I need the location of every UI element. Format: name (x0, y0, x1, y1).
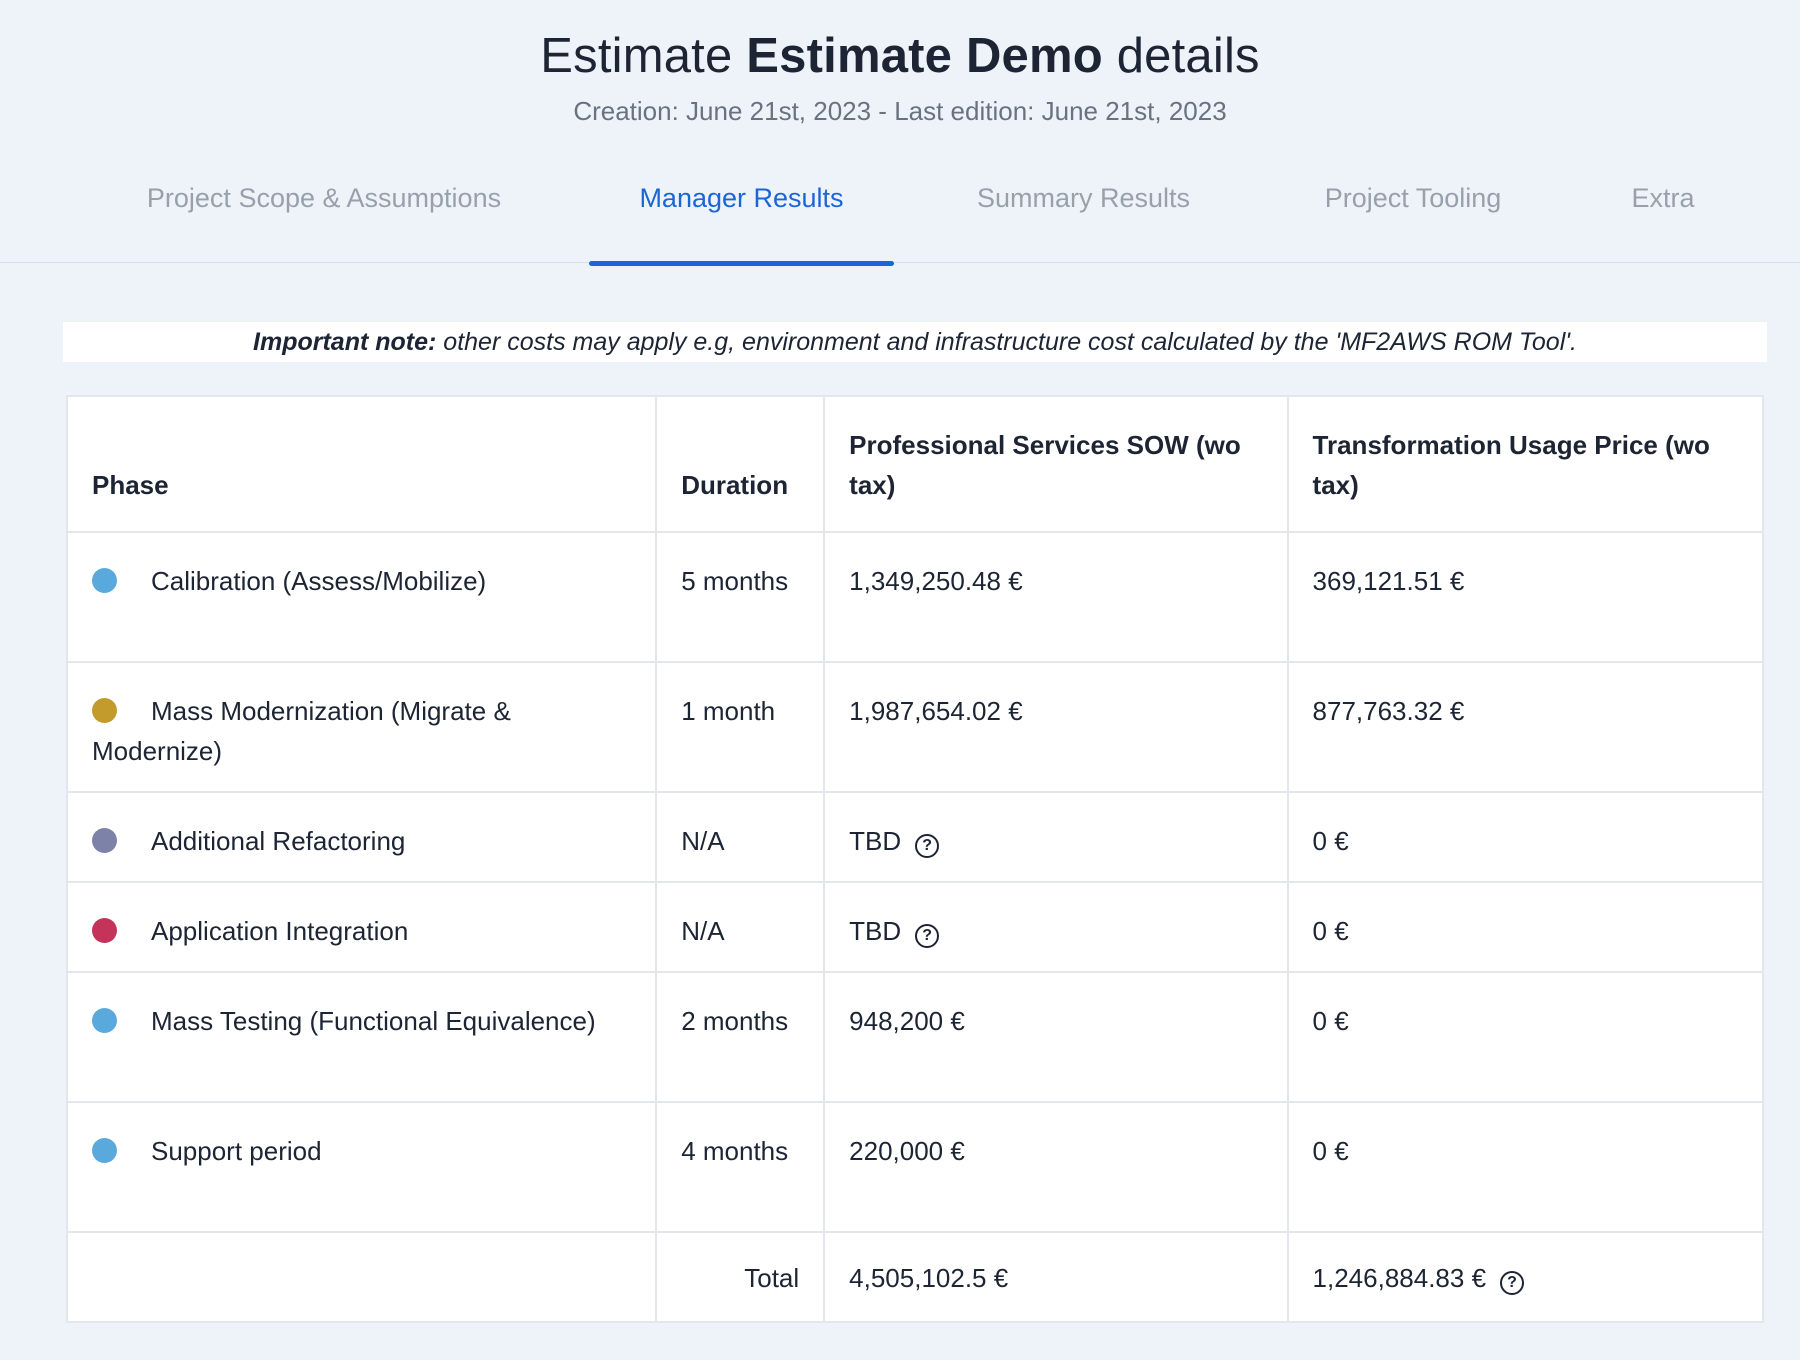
duration-cell: 2 months (655, 971, 826, 1103)
phase-name: Application Integration (151, 916, 409, 946)
note-label: Important note: (253, 328, 437, 356)
phase-color-dot (92, 828, 117, 853)
note-text: other costs may apply e.g, environment a… (443, 328, 1577, 356)
usage-cell: 0 € (1286, 791, 1765, 883)
sow-cell: 948,200 € (823, 971, 1289, 1103)
question-circle-icon[interactable]: ? (915, 834, 940, 858)
phase-cell: Mass Modernization (Migrate & Modernize) (65, 661, 658, 793)
duration-cell: N/A (655, 791, 826, 883)
important-note: Important note: other costs may apply e.… (63, 322, 1767, 362)
duration-cell: 1 month (655, 661, 826, 793)
phase-cell: Calibration (Assess/Mobilize) (65, 531, 658, 663)
phase-cell: Support period (65, 1101, 658, 1233)
table-row: Calibration (Assess/Mobilize) 5 months 1… (65, 531, 1765, 663)
total-usage-cell: 1,246,884.83 €? (1286, 1231, 1765, 1323)
phase-name: Calibration (Assess/Mobilize) (151, 566, 487, 596)
usage-cell: 0 € (1286, 971, 1765, 1103)
phase-color-dot (92, 918, 117, 943)
phase-color-dot (92, 568, 117, 593)
sow-cell: 220,000 € (823, 1101, 1289, 1233)
table-row: Application Integration N/A TBD? 0 € (65, 881, 1765, 973)
phase-cell: Mass Testing (Functional Equivalence) (65, 971, 658, 1103)
phase-color-dot (92, 698, 117, 723)
results-table: Phase Duration Professional Services SOW… (65, 395, 1765, 1323)
phase-color-dot (92, 1008, 117, 1033)
total-label: Total (655, 1231, 826, 1323)
tab-project-tooling[interactable]: Project Tooling (1324, 183, 1502, 213)
usage-cell: 0 € (1286, 1101, 1765, 1233)
phase-name: Support period (151, 1136, 322, 1166)
tab-project-scope[interactable]: Project Scope & Assumptions (146, 183, 502, 213)
total-empty-cell (65, 1231, 658, 1323)
tab-summary-results[interactable]: Summary Results (976, 183, 1191, 213)
header-duration: Duration (655, 395, 826, 533)
table-row: Mass Modernization (Migrate & Modernize)… (65, 661, 1765, 793)
sow-cell: 1,349,250.48 € (823, 531, 1289, 663)
sow-cell: TBD? (823, 791, 1289, 883)
usage-cell: 877,763.32 € (1286, 661, 1765, 793)
table-header-row: Phase Duration Professional Services SOW… (65, 395, 1765, 533)
question-circle-icon[interactable]: ? (1500, 1271, 1525, 1295)
phase-cell: Application Integration (65, 881, 658, 973)
tab-manager-results[interactable]: Manager Results (589, 175, 894, 266)
total-usage: 1,246,884.83 € (1312, 1263, 1487, 1293)
table-row: Additional Refactoring N/A TBD? 0 € (65, 791, 1765, 883)
total-sow: 4,505,102.5 € (823, 1231, 1289, 1323)
duration-cell: N/A (655, 881, 826, 973)
phase-name: Additional Refactoring (151, 826, 406, 856)
usage-cell: 0 € (1286, 881, 1765, 973)
page-header: Estimate Estimate Demo details Creation:… (0, 0, 1800, 127)
table-row: Mass Testing (Functional Equivalence) 2 … (65, 971, 1765, 1103)
question-circle-icon[interactable]: ? (915, 924, 940, 948)
estimate-name: Estimate Demo (746, 29, 1103, 83)
duration-cell: 4 months (655, 1101, 826, 1233)
sow-value: TBD (849, 916, 902, 946)
sow-value: TBD (849, 826, 902, 856)
phase-cell: Additional Refactoring (65, 791, 658, 883)
phase-name: Mass Modernization (Migrate & Modernize) (92, 696, 511, 766)
duration-cell: 5 months (655, 531, 826, 663)
tab-bar: Project Scope & Assumptions Manager Resu… (0, 175, 1800, 266)
sow-cell: 1,987,654.02 € (823, 661, 1289, 793)
phase-name: Mass Testing (Functional Equivalence) (151, 1006, 596, 1036)
header-phase: Phase (65, 395, 658, 533)
title-suffix: details (1116, 29, 1260, 83)
sow-cell: TBD? (823, 881, 1289, 973)
table-row: Support period 4 months 220,000 € 0 € (65, 1101, 1765, 1233)
tab-extra[interactable]: Extra (1631, 183, 1695, 213)
usage-cell: 369,121.51 € (1286, 531, 1765, 663)
phase-color-dot (92, 1138, 117, 1163)
dates-subtitle: Creation: June 21st, 2023 - Last edition… (573, 96, 1227, 126)
header-sow: Professional Services SOW (wo tax) (823, 395, 1289, 533)
total-row: Total 4,505,102.5 € 1,246,884.83 €? (65, 1231, 1765, 1323)
title-prefix: Estimate (540, 29, 733, 83)
header-usage: Transformation Usage Price (wo tax) (1286, 395, 1765, 533)
page-title: Estimate Estimate Demo details (0, 28, 1800, 84)
